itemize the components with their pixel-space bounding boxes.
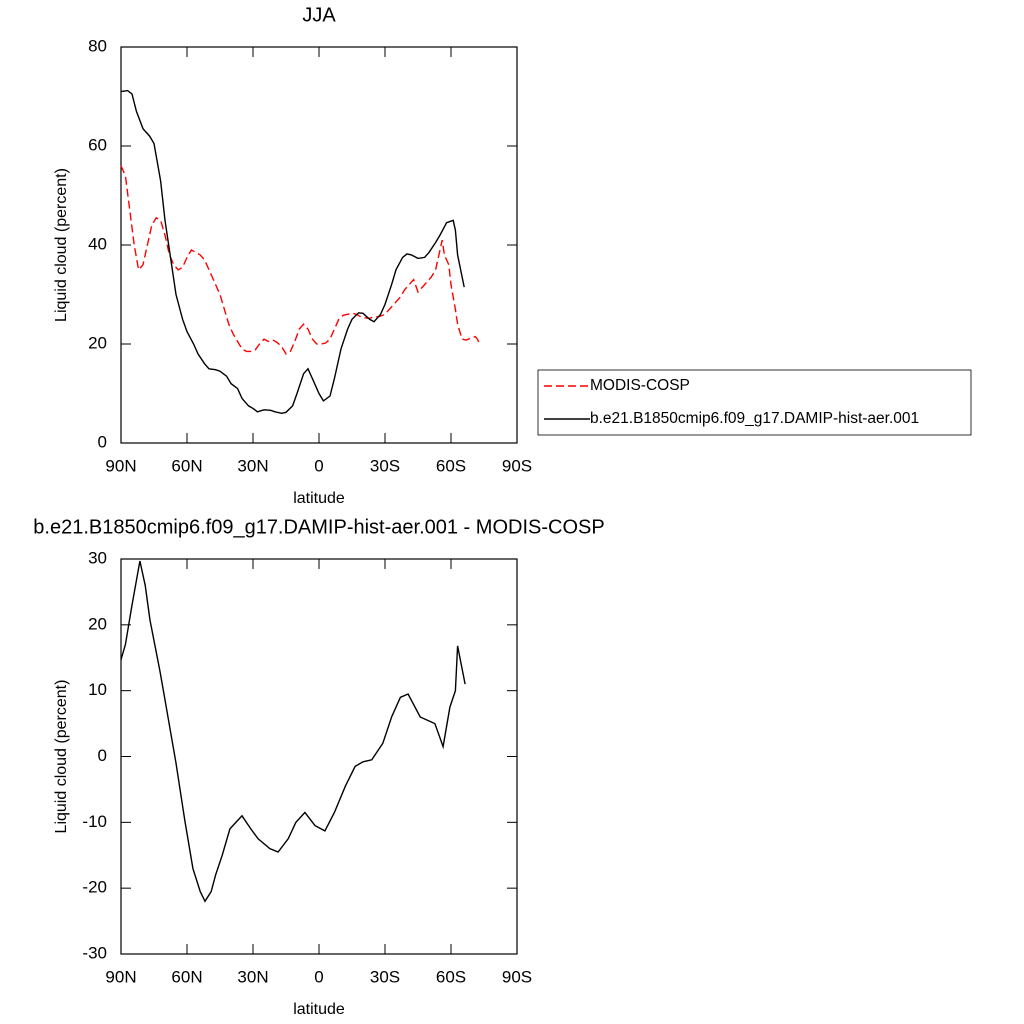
x-tick-label: 60N xyxy=(171,456,202,475)
x-axis-label: latitude xyxy=(293,1001,345,1018)
plot-frame xyxy=(120,558,518,955)
x-tick-label: 30N xyxy=(237,456,268,475)
data-line xyxy=(120,165,481,355)
x-tick-label: 30N xyxy=(237,967,268,986)
data-line xyxy=(120,560,466,903)
y-tick-label: 40 xyxy=(88,234,107,253)
x-tick-label: 30S xyxy=(370,456,400,475)
legend-label: b.e21.B1850cmip6.f09_g17.DAMIP-hist-aer.… xyxy=(590,410,919,427)
chart-title: JJA xyxy=(302,4,336,26)
x-tick-label: 90S xyxy=(502,456,532,475)
y-tick-label: -10 xyxy=(82,812,107,831)
x-tick-label: 0 xyxy=(314,967,323,986)
y-tick-label: 20 xyxy=(88,614,107,633)
legend-label: MODIS-COSP xyxy=(590,377,690,394)
x-tick-label: 0 xyxy=(314,456,323,475)
y-axis-label: Liquid cloud (percent) xyxy=(53,168,70,322)
y-tick-label: 80 xyxy=(88,36,107,55)
x-tick-label: 60S xyxy=(436,967,466,986)
x-tick-label: 90S xyxy=(502,967,532,986)
y-tick-label: 10 xyxy=(88,680,107,699)
y-tick-label: 60 xyxy=(88,135,107,154)
x-tick-label: 60N xyxy=(171,967,202,986)
y-tick-label: -30 xyxy=(82,943,107,962)
x-tick-label: 90N xyxy=(105,967,136,986)
plot-frame xyxy=(120,46,518,444)
y-tick-label: -20 xyxy=(82,878,107,897)
x-tick-label: 90N xyxy=(105,456,136,475)
x-tick-label: 60S xyxy=(436,456,466,475)
x-axis-label: latitude xyxy=(293,490,345,507)
data-line xyxy=(120,89,465,415)
y-axis-label: Liquid cloud (percent) xyxy=(53,680,70,834)
y-tick-label: 0 xyxy=(98,432,107,451)
chart-title: b.e21.B1850cmip6.f09_g17.DAMIP-hist-aer.… xyxy=(33,516,604,538)
y-tick-label: 0 xyxy=(98,746,107,765)
x-tick-label: 30S xyxy=(370,967,400,986)
y-tick-label: 30 xyxy=(88,548,107,567)
legend-box xyxy=(537,369,972,436)
y-tick-label: 20 xyxy=(88,333,107,352)
